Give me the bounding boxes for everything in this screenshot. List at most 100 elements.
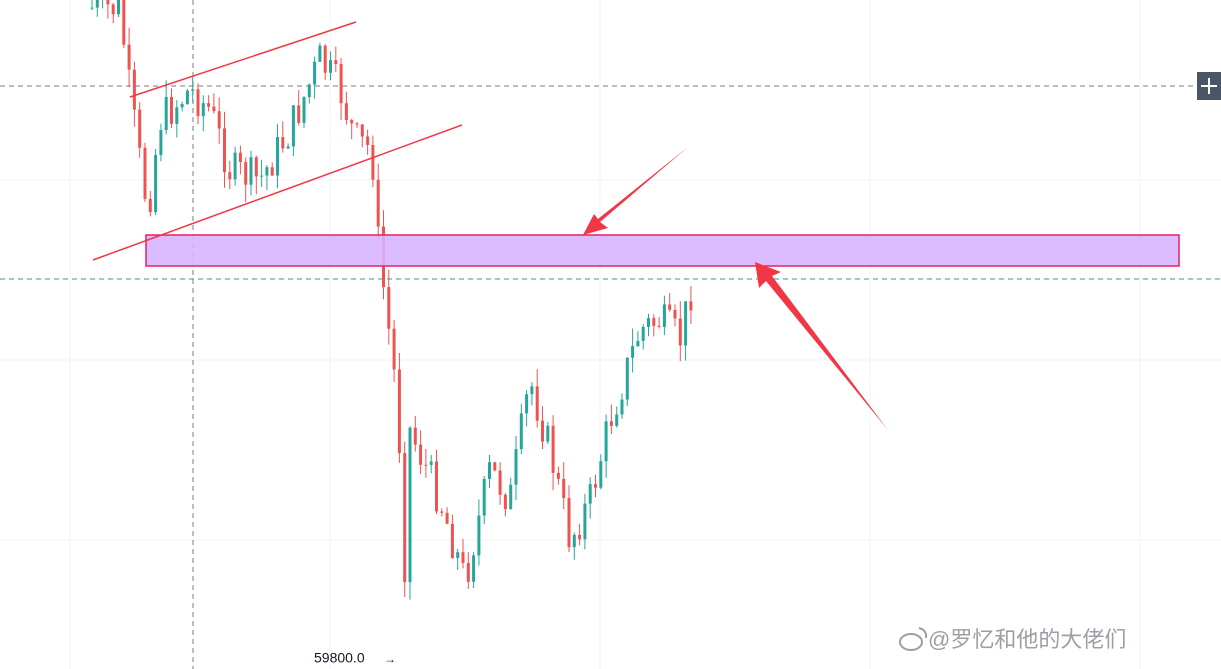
candle-body xyxy=(233,152,237,180)
candle-body xyxy=(154,154,158,213)
candle-body xyxy=(207,103,211,107)
channel-bottom xyxy=(92,124,463,261)
candle-body xyxy=(143,147,147,199)
candle-body xyxy=(620,399,624,415)
candle-body xyxy=(334,60,338,65)
candle-body xyxy=(525,394,529,414)
candle-body xyxy=(329,60,332,73)
candle-body xyxy=(307,84,311,98)
candle-body xyxy=(604,421,608,462)
candle-body xyxy=(631,346,635,358)
candle-body xyxy=(196,89,200,117)
candle-body xyxy=(249,157,253,185)
candle-body xyxy=(472,555,476,582)
candle-body xyxy=(435,461,438,512)
candle-body xyxy=(223,128,226,173)
candle-body xyxy=(599,461,603,488)
low-arrow: → xyxy=(384,652,396,666)
candle-body xyxy=(657,325,661,327)
candle-body xyxy=(551,425,555,473)
candle-body xyxy=(127,44,131,70)
candle-body xyxy=(148,198,152,213)
candle-body xyxy=(180,104,184,108)
watermark: @罗忆和他的大佬们 xyxy=(928,627,1126,652)
candle-body xyxy=(673,309,677,319)
candle-body xyxy=(461,552,465,563)
candle-body xyxy=(424,464,428,466)
candle-body xyxy=(201,103,205,117)
candle-body xyxy=(138,109,142,148)
candle-body xyxy=(286,146,290,149)
candle-body xyxy=(117,0,120,15)
candle-body xyxy=(440,511,444,513)
candle-body xyxy=(376,179,380,227)
candle-body xyxy=(482,478,486,516)
candle-body xyxy=(350,120,354,124)
candle-body xyxy=(339,64,343,104)
zone-box xyxy=(145,234,1180,267)
candle-body xyxy=(408,427,412,583)
candle-body xyxy=(291,105,295,147)
candle-body xyxy=(323,45,327,73)
candle-body xyxy=(609,421,613,426)
candle-body xyxy=(122,0,126,45)
candle-body xyxy=(498,470,502,495)
candle-body xyxy=(297,105,301,123)
candle-body xyxy=(641,326,645,341)
candle-body xyxy=(450,523,454,559)
candle-body xyxy=(159,130,163,155)
candle-body xyxy=(132,69,136,110)
candle-body xyxy=(567,498,571,548)
candle-body xyxy=(429,461,433,465)
candle-body xyxy=(111,4,115,15)
candle-body xyxy=(360,124,364,137)
low-label: 59800.0 xyxy=(314,650,365,666)
candle-body xyxy=(185,90,189,105)
candle-body xyxy=(684,301,688,346)
candle-body xyxy=(191,89,195,91)
candle-body xyxy=(106,0,110,5)
arrow-up xyxy=(755,262,888,430)
candle-body xyxy=(392,328,396,370)
candle-body xyxy=(668,304,672,310)
candle-body xyxy=(647,318,650,327)
candle-body xyxy=(270,167,274,176)
candle-body xyxy=(689,301,693,311)
candle-body xyxy=(578,534,582,540)
candle-body xyxy=(588,484,592,504)
candle-body xyxy=(344,103,348,121)
candle-body xyxy=(413,427,417,445)
candle-body xyxy=(456,552,460,559)
candle-body xyxy=(403,453,407,583)
candle-body xyxy=(318,45,322,62)
candle-body xyxy=(281,137,285,149)
candle-body xyxy=(217,111,221,129)
candle-body xyxy=(95,0,99,8)
candle-body xyxy=(175,107,179,124)
candle-body xyxy=(90,7,94,9)
candle-body xyxy=(419,444,423,465)
candle-body xyxy=(535,386,539,421)
candle-body xyxy=(519,413,523,450)
candle-body xyxy=(170,96,173,124)
candle-body xyxy=(244,162,248,185)
arrow-down xyxy=(583,147,688,235)
candle-body xyxy=(556,472,560,479)
candle-body xyxy=(678,318,682,346)
candle-body xyxy=(503,494,507,510)
candle-body xyxy=(541,420,544,442)
candle-body xyxy=(477,515,481,556)
candle-body xyxy=(254,157,258,177)
candles xyxy=(90,0,693,600)
candle-body xyxy=(546,425,550,442)
candle-body xyxy=(488,462,491,479)
candle-body xyxy=(260,175,264,177)
channel-top xyxy=(129,21,357,98)
candle-body xyxy=(355,123,359,125)
candle-body xyxy=(445,512,449,524)
add-button[interactable] xyxy=(1197,72,1221,100)
candle-body xyxy=(625,357,629,400)
